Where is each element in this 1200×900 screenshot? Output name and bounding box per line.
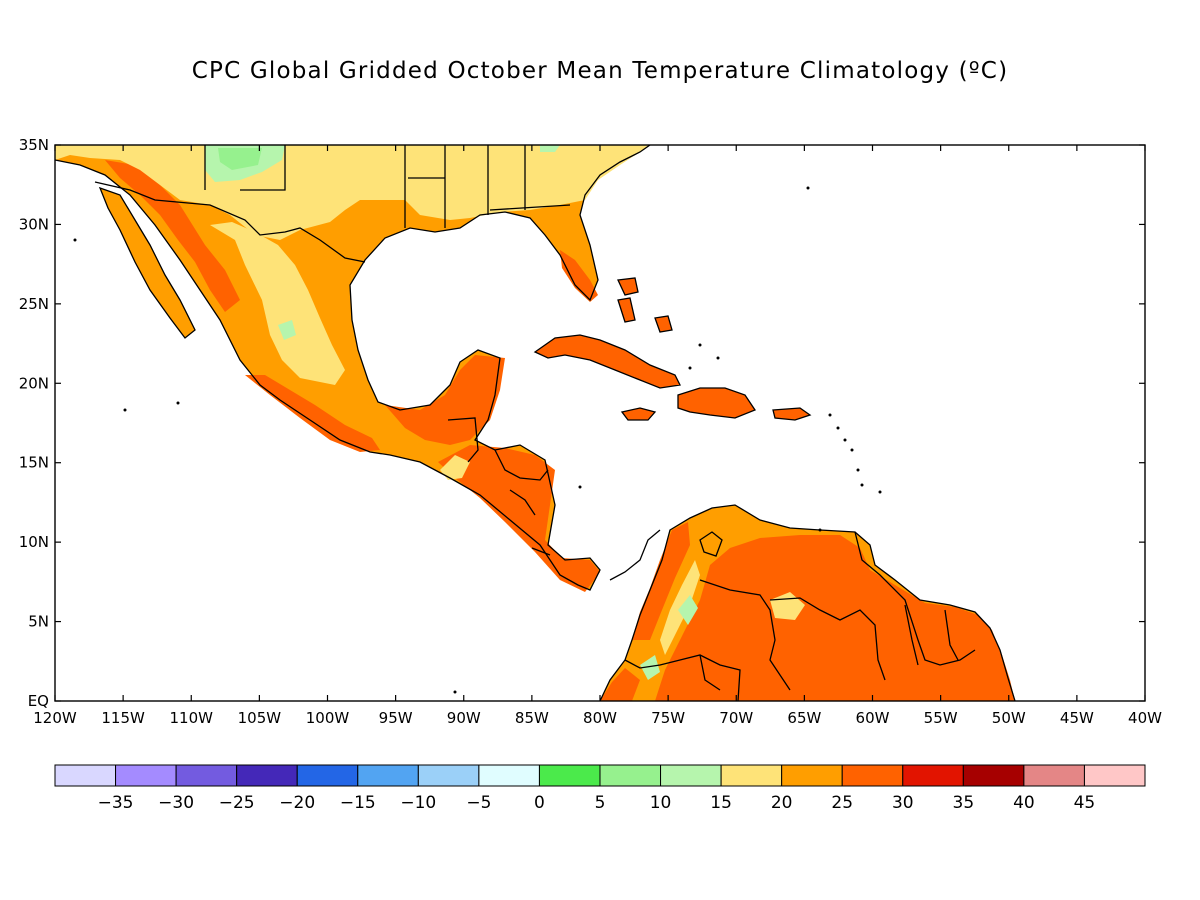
colorbar-label: −30 [158, 793, 194, 813]
y-tick-label: 25N [19, 295, 49, 313]
colorbar-swatch [1023, 764, 1085, 787]
y-tick-label: 20N [19, 374, 49, 392]
x-tick-label: 100W [306, 709, 350, 727]
colorbar-label: −35 [98, 793, 134, 813]
colorbar-swatch [962, 764, 1025, 787]
colorbar-swatch [538, 764, 601, 787]
x-tick-label: 40W [1128, 709, 1162, 727]
colorbar-swatch [720, 764, 783, 787]
y-tick-label: 35N [19, 136, 49, 154]
colorbar-swatch [54, 764, 117, 787]
x-tick-label: 85W [515, 709, 549, 727]
colorbar-swatch [1083, 764, 1146, 787]
land-fill-20-25 [55, 145, 805, 655]
colorbar-label: 40 [1013, 793, 1035, 813]
colorbar-label: −25 [219, 793, 255, 813]
colorbar-label: 30 [892, 793, 914, 813]
colorbar-swatch [660, 764, 722, 787]
x-tick-label: 75W [651, 709, 685, 727]
colorbar-label: −10 [400, 793, 436, 813]
map-title: CPC Global Gridded October Mean Temperat… [191, 58, 1009, 84]
x-tick-label: 65W [787, 709, 821, 727]
colorbar-swatch [296, 764, 359, 787]
colorbar: −35 −30 −25 −20 −15 −10 −5 0 5 10 15 20 25 30 35 40 45 [54, 764, 1146, 813]
colorbar-swatch [115, 764, 177, 787]
x-tick-label: 115W [101, 709, 145, 727]
y-tick-label: 30N [19, 215, 49, 233]
x-tick-label: 60W [856, 709, 890, 727]
x-tick-label: 45W [1060, 709, 1094, 727]
colorbar-label: 10 [650, 793, 672, 813]
land-fill-10-15 [218, 148, 262, 170]
y-tick-label: 10N [19, 533, 49, 551]
colorbar-swatch [175, 764, 238, 787]
colorbar-label: −20 [279, 793, 315, 813]
colorbar-swatch [478, 764, 540, 787]
x-tick-label: 95W [379, 709, 413, 727]
colorbar-label: 0 [534, 793, 545, 813]
x-tick-label: 70W [719, 709, 753, 727]
map-area [55, 145, 1016, 701]
x-tick-label: 110W [170, 709, 214, 727]
x-tick-label: 50W [992, 709, 1026, 727]
colorbar-swatch [417, 764, 480, 787]
x-tick-label: 80W [583, 709, 617, 727]
colorbar-label: −5 [466, 793, 491, 813]
boundaries [55, 145, 1016, 701]
colorbar-label: 15 [710, 793, 732, 813]
small-islands [73, 186, 882, 694]
x-tick-label: 120W [33, 709, 77, 727]
colorbar-label: 45 [1074, 793, 1096, 813]
colorbar-label: 35 [953, 793, 975, 813]
colorbar-label: 5 [595, 793, 606, 813]
colorbar-swatch [236, 764, 298, 787]
y-tick-label: 5N [28, 613, 49, 631]
colorbar-label: 25 [831, 793, 853, 813]
colorbar-swatch [841, 764, 904, 787]
x-tick-label: 55W [924, 709, 958, 727]
colorbar-label: 20 [771, 793, 793, 813]
y-tick-label: 15N [19, 454, 49, 472]
x-tick-label: 105W [238, 709, 282, 727]
y-axis: EQ 5N 10N 15N 20N 25N 30N 35N [19, 136, 1145, 710]
colorbar-swatch [781, 764, 843, 787]
y-tick-label: EQ [28, 692, 49, 710]
x-axis: 120W 115W 110W 105W 100W 95W 90W 85W 80W 75W 70W 65… [33, 145, 1162, 727]
colorbar-swatch [599, 764, 662, 787]
colorbar-label: −15 [340, 793, 376, 813]
x-tick-label: 90W [447, 709, 481, 727]
colorbar-swatch [902, 764, 964, 787]
colorbar-swatch [357, 764, 419, 787]
